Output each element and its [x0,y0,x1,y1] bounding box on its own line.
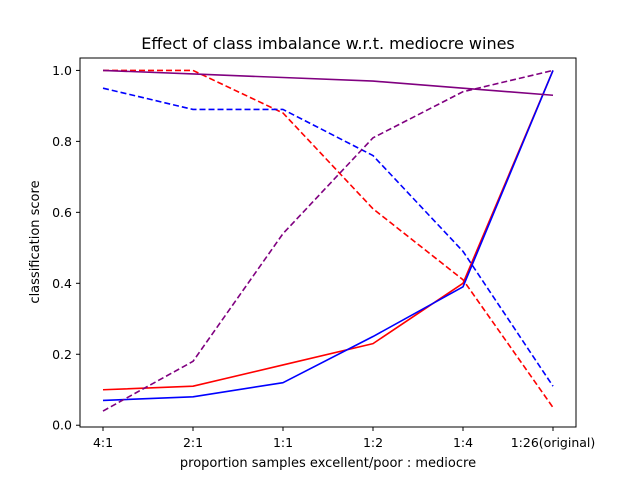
axes: 4:1 2:1 1:1 1:2 1:4 1:26(original) 0.0 0.2 0.4 0.… [52,63,595,450]
series-line-6-dashed [102,69,554,412]
chart-title: Effect of class imbalance w.r.t. mediocr… [141,34,515,53]
series-line-1-solid [102,70,554,391]
x-tick-label: 1:2 [363,435,383,450]
x-tick-label: 1:26(original) [511,435,596,450]
y-axis-label: classification score [28,180,43,303]
y-tick-label: 0.6 [52,205,72,220]
x-axis-label: proportion samples excellent/poor : medi… [180,456,476,471]
x-tick-label: 1:1 [273,435,293,450]
series-line-2-dashed [103,69,554,408]
x-tick-label: 4:1 [93,435,113,450]
series-line-3-solid [102,70,554,402]
y-tick-label: 0.8 [52,134,72,149]
series-line-5-solid [102,69,554,97]
series-group [102,69,554,412]
x-tick-label: 2:1 [183,435,203,450]
x-tick-label: 1:4 [453,435,473,450]
y-tick-label: 0.0 [52,418,72,433]
series-line-4-dashed [102,87,554,387]
y-tick-label: 0.2 [52,347,72,362]
plot-frame [79,57,577,428]
y-tick-label: 1.0 [52,63,72,78]
y-tick-label: 0.4 [52,276,72,291]
